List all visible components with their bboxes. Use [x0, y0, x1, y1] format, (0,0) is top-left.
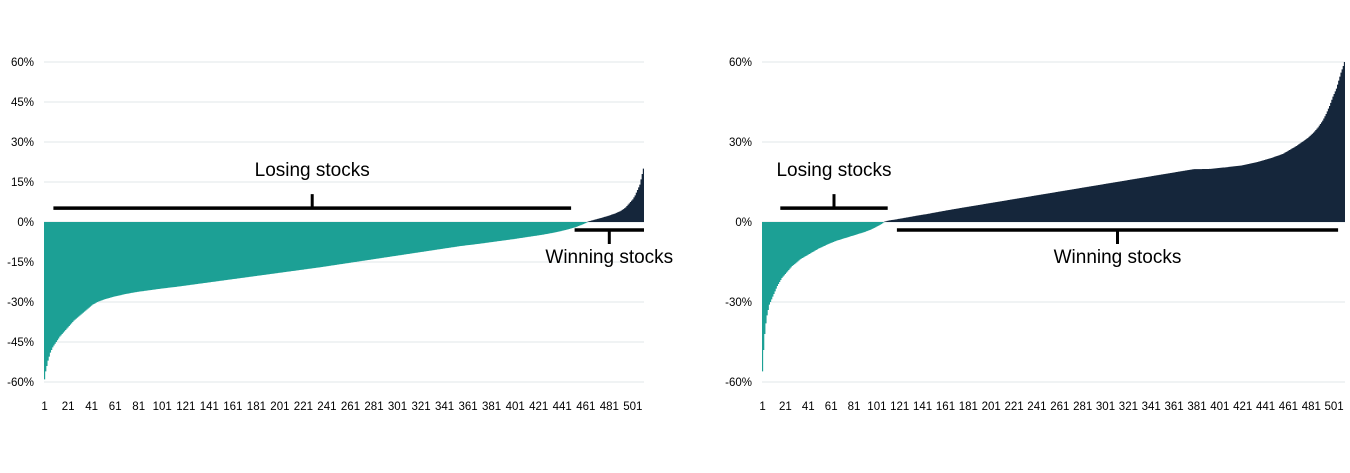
x-tick-label: 261	[341, 401, 360, 413]
x-tick-label: 241	[1027, 401, 1046, 413]
y-tick-label: -30%	[7, 297, 34, 309]
x-tick-label: 381	[1187, 401, 1206, 413]
x-tick-label: 341	[1142, 401, 1161, 413]
x-tick-label: 61	[109, 401, 122, 413]
x-tick-label: 101	[153, 401, 172, 413]
y-tick-label: 45%	[11, 97, 34, 109]
losing-stocks-area	[762, 222, 885, 372]
x-tick-label: 221	[294, 401, 313, 413]
y-tick-label: -45%	[7, 337, 34, 349]
y-tick-label: -30%	[725, 297, 752, 309]
x-tick-label: 321	[412, 401, 431, 413]
x-tick-label: 281	[1073, 401, 1092, 413]
y-tick-label: 30%	[729, 137, 752, 149]
x-tick-label: 301	[388, 401, 407, 413]
winning-stocks-area	[587, 168, 644, 222]
x-tick-label: 201	[982, 401, 1001, 413]
x-tick-label: 121	[890, 401, 909, 413]
x-tick-label: 21	[62, 401, 75, 413]
x-tick-label: 21	[779, 401, 792, 413]
x-tick-label: 421	[1233, 401, 1252, 413]
losing-stocks-area	[44, 222, 588, 380]
x-tick-label: 181	[959, 401, 978, 413]
x-tick-label: 481	[600, 401, 619, 413]
left-chart: 60%45%30%15%0%-15%-30%-45%-60%1 21 41 61 81 1…	[7, 57, 673, 413]
y-tick-label: -15%	[7, 257, 34, 269]
x-tick-label: 41	[85, 401, 98, 413]
x-tick-label: 41	[802, 401, 815, 413]
x-tick-label: 481	[1302, 401, 1321, 413]
x-tick-label: 441	[553, 401, 572, 413]
x-tick-label: 181	[247, 401, 266, 413]
annotation-losing-stocks: Losing stocks	[53, 160, 572, 210]
x-tick-label: 281	[364, 401, 383, 413]
x-tick-label: 201	[270, 401, 289, 413]
x-tick-label: 401	[1210, 401, 1229, 413]
x-tick-label: 81	[848, 401, 861, 413]
x-tick-label: 1	[41, 401, 47, 413]
annotation-label: Winning stocks	[1054, 247, 1182, 268]
x-tick-label: 121	[176, 401, 195, 413]
x-tick-label: 81	[132, 401, 145, 413]
x-tick-label: 321	[1119, 401, 1138, 413]
x-tick-label: 161	[223, 401, 242, 413]
x-tick-label: 501	[623, 401, 642, 413]
annotation-winning-stocks: Winning stocks	[896, 228, 1339, 268]
x-tick-label: 361	[1165, 401, 1184, 413]
y-tick-label: 60%	[729, 57, 752, 69]
x-tick-label: 341	[435, 401, 454, 413]
x-tick-label: 401	[506, 401, 525, 413]
x-tick-label: 141	[200, 401, 219, 413]
annotation-label: Losing stocks	[255, 160, 370, 181]
annotation-label: Winning stocks	[545, 247, 673, 268]
x-tick-label: 241	[317, 401, 336, 413]
x-tick-label: 1	[759, 401, 765, 413]
right-chart: 60%30%0%-30%-60%1 21 41 61 81 101 121 141 161 181…	[725, 57, 1345, 413]
x-tick-label: 361	[459, 401, 478, 413]
annotation-losing-stocks: Losing stocks	[776, 160, 892, 210]
x-tick-label: 421	[529, 401, 548, 413]
y-tick-label: 0%	[735, 217, 752, 229]
y-tick-label: 30%	[11, 137, 34, 149]
annotation-winning-stocks: Winning stocks	[545, 228, 673, 268]
annotation-label: Losing stocks	[776, 160, 891, 181]
x-tick-label: 61	[825, 401, 838, 413]
x-tick-label: 101	[867, 401, 886, 413]
x-tick-label: 461	[1279, 401, 1298, 413]
x-tick-label: 161	[936, 401, 955, 413]
x-tick-label: 461	[576, 401, 595, 413]
y-tick-label: -60%	[7, 377, 34, 389]
y-tick-label: 60%	[11, 57, 34, 69]
winning-stocks-area	[884, 62, 1345, 222]
x-tick-label: 301	[1096, 401, 1115, 413]
x-tick-label: 261	[1050, 401, 1069, 413]
x-tick-label: 141	[913, 401, 932, 413]
x-tick-label: 441	[1256, 401, 1275, 413]
x-tick-label: 501	[1325, 401, 1344, 413]
y-tick-label: -60%	[725, 377, 752, 389]
y-tick-label: 15%	[11, 177, 34, 189]
x-tick-label: 381	[482, 401, 501, 413]
y-tick-label: 0%	[17, 217, 34, 229]
x-tick-label: 221	[1005, 401, 1024, 413]
